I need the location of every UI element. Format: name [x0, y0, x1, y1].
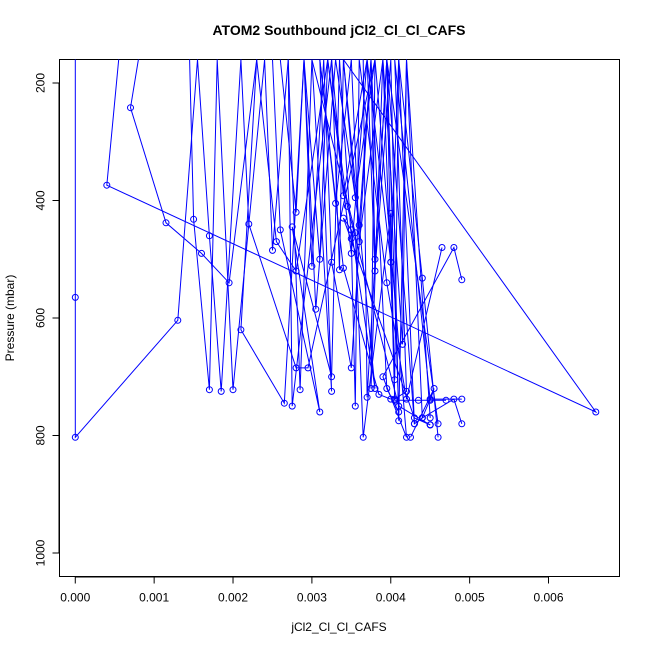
data-point: [288, 402, 296, 410]
data-point: [458, 420, 466, 428]
data-point: [237, 326, 245, 334]
data-point: [430, 385, 438, 392]
data-point: [296, 386, 304, 394]
data-point: [103, 181, 111, 189]
data-point: [383, 279, 391, 287]
x-tick-label: 0.003: [297, 591, 327, 605]
x-axis-label: jCl2_Cl_Cl_CAFS: [290, 620, 386, 634]
data-point: [332, 199, 340, 207]
data-point: [217, 387, 225, 395]
chart-title: ATOM2 Southbound jCl2_Cl_Cl_CAFS: [212, 22, 465, 38]
data-point: [229, 386, 237, 394]
data-point: [403, 433, 410, 441]
y-tick-label: 400: [34, 190, 48, 210]
data-point: [174, 316, 182, 324]
data-point: [458, 395, 466, 403]
series-line-11: [311, 59, 435, 438]
y-axis-label: Pressure (mbar): [3, 275, 17, 362]
series-line-1: [74, 59, 242, 439]
x-tick-label: 0.006: [533, 591, 563, 605]
x-tick-label: 0.001: [139, 591, 169, 605]
data-point: [371, 255, 379, 263]
y-tick-label: 800: [34, 425, 48, 445]
data-point: [375, 390, 383, 398]
data-point: [280, 399, 288, 407]
data-point: [426, 421, 434, 429]
series-line-10: [300, 59, 462, 425]
data-point: [127, 104, 134, 112]
data-point: [458, 276, 466, 284]
data-point: [269, 246, 276, 254]
series-line-14: [303, 59, 446, 401]
data-point: [347, 235, 355, 243]
data-point: [339, 264, 347, 272]
data-point: [414, 396, 422, 404]
data-point: [205, 386, 213, 394]
data-point: [312, 305, 320, 313]
data-point: [336, 266, 343, 274]
data-point: [592, 408, 600, 416]
y-tick-label: 200: [34, 73, 48, 93]
data-point: [316, 408, 324, 416]
data-point: [292, 208, 300, 216]
plot-frame: [59, 59, 620, 577]
data-point: [190, 215, 198, 223]
series-line-8: [279, 59, 439, 438]
x-tick-label: 0.005: [455, 591, 485, 605]
x-tick-label: 0.000: [60, 591, 90, 605]
data-point: [304, 364, 312, 372]
data-point: [198, 249, 205, 257]
data-point: [71, 293, 79, 301]
data-point: [387, 258, 395, 266]
data-point: [347, 249, 355, 257]
series-line-3: [106, 59, 598, 426]
series-line-7: [272, 59, 443, 413]
y-tick-label: 1000: [34, 539, 48, 566]
data-point: [434, 433, 442, 441]
series-layer: [71, 59, 600, 441]
data-point: [288, 223, 296, 231]
data-point: [434, 420, 442, 428]
x-tick-label: 0.004: [376, 591, 406, 605]
data-point: [407, 433, 414, 441]
data-point: [355, 221, 363, 229]
data-point: [371, 267, 379, 275]
data-point: [418, 274, 426, 282]
data-point: [379, 373, 387, 381]
data-point: [162, 219, 170, 227]
data-point: [418, 414, 426, 422]
y-tick-label: 600: [34, 308, 48, 328]
data-point: [245, 220, 253, 228]
data-point: [328, 387, 336, 395]
data-point: [71, 433, 79, 441]
data-point: [450, 244, 458, 251]
data-point: [395, 417, 403, 425]
axes-layer: 0.000 0.001 0.002 0.003 0.004 0.005 0.006 200 40…: [34, 73, 564, 605]
data-point: [225, 279, 233, 287]
data-point: [343, 202, 351, 210]
data-point: [403, 387, 410, 395]
data-point: [371, 385, 379, 392]
data-point: [363, 393, 371, 401]
data-point: [328, 373, 336, 381]
data-point: [355, 238, 363, 246]
data-point: [308, 262, 316, 270]
data-point: [438, 244, 446, 251]
data-point: [276, 226, 284, 234]
data-point: [351, 229, 359, 237]
series-line-12: [319, 59, 415, 424]
data-point: [410, 420, 418, 428]
x-tick-label: 0.002: [218, 591, 248, 605]
data-point: [339, 192, 347, 200]
data-point: [426, 414, 434, 422]
data-point: [391, 396, 399, 404]
data-point: [359, 433, 367, 441]
series-line-13: [331, 59, 431, 421]
data-point: [442, 396, 450, 404]
data-point: [351, 402, 359, 410]
